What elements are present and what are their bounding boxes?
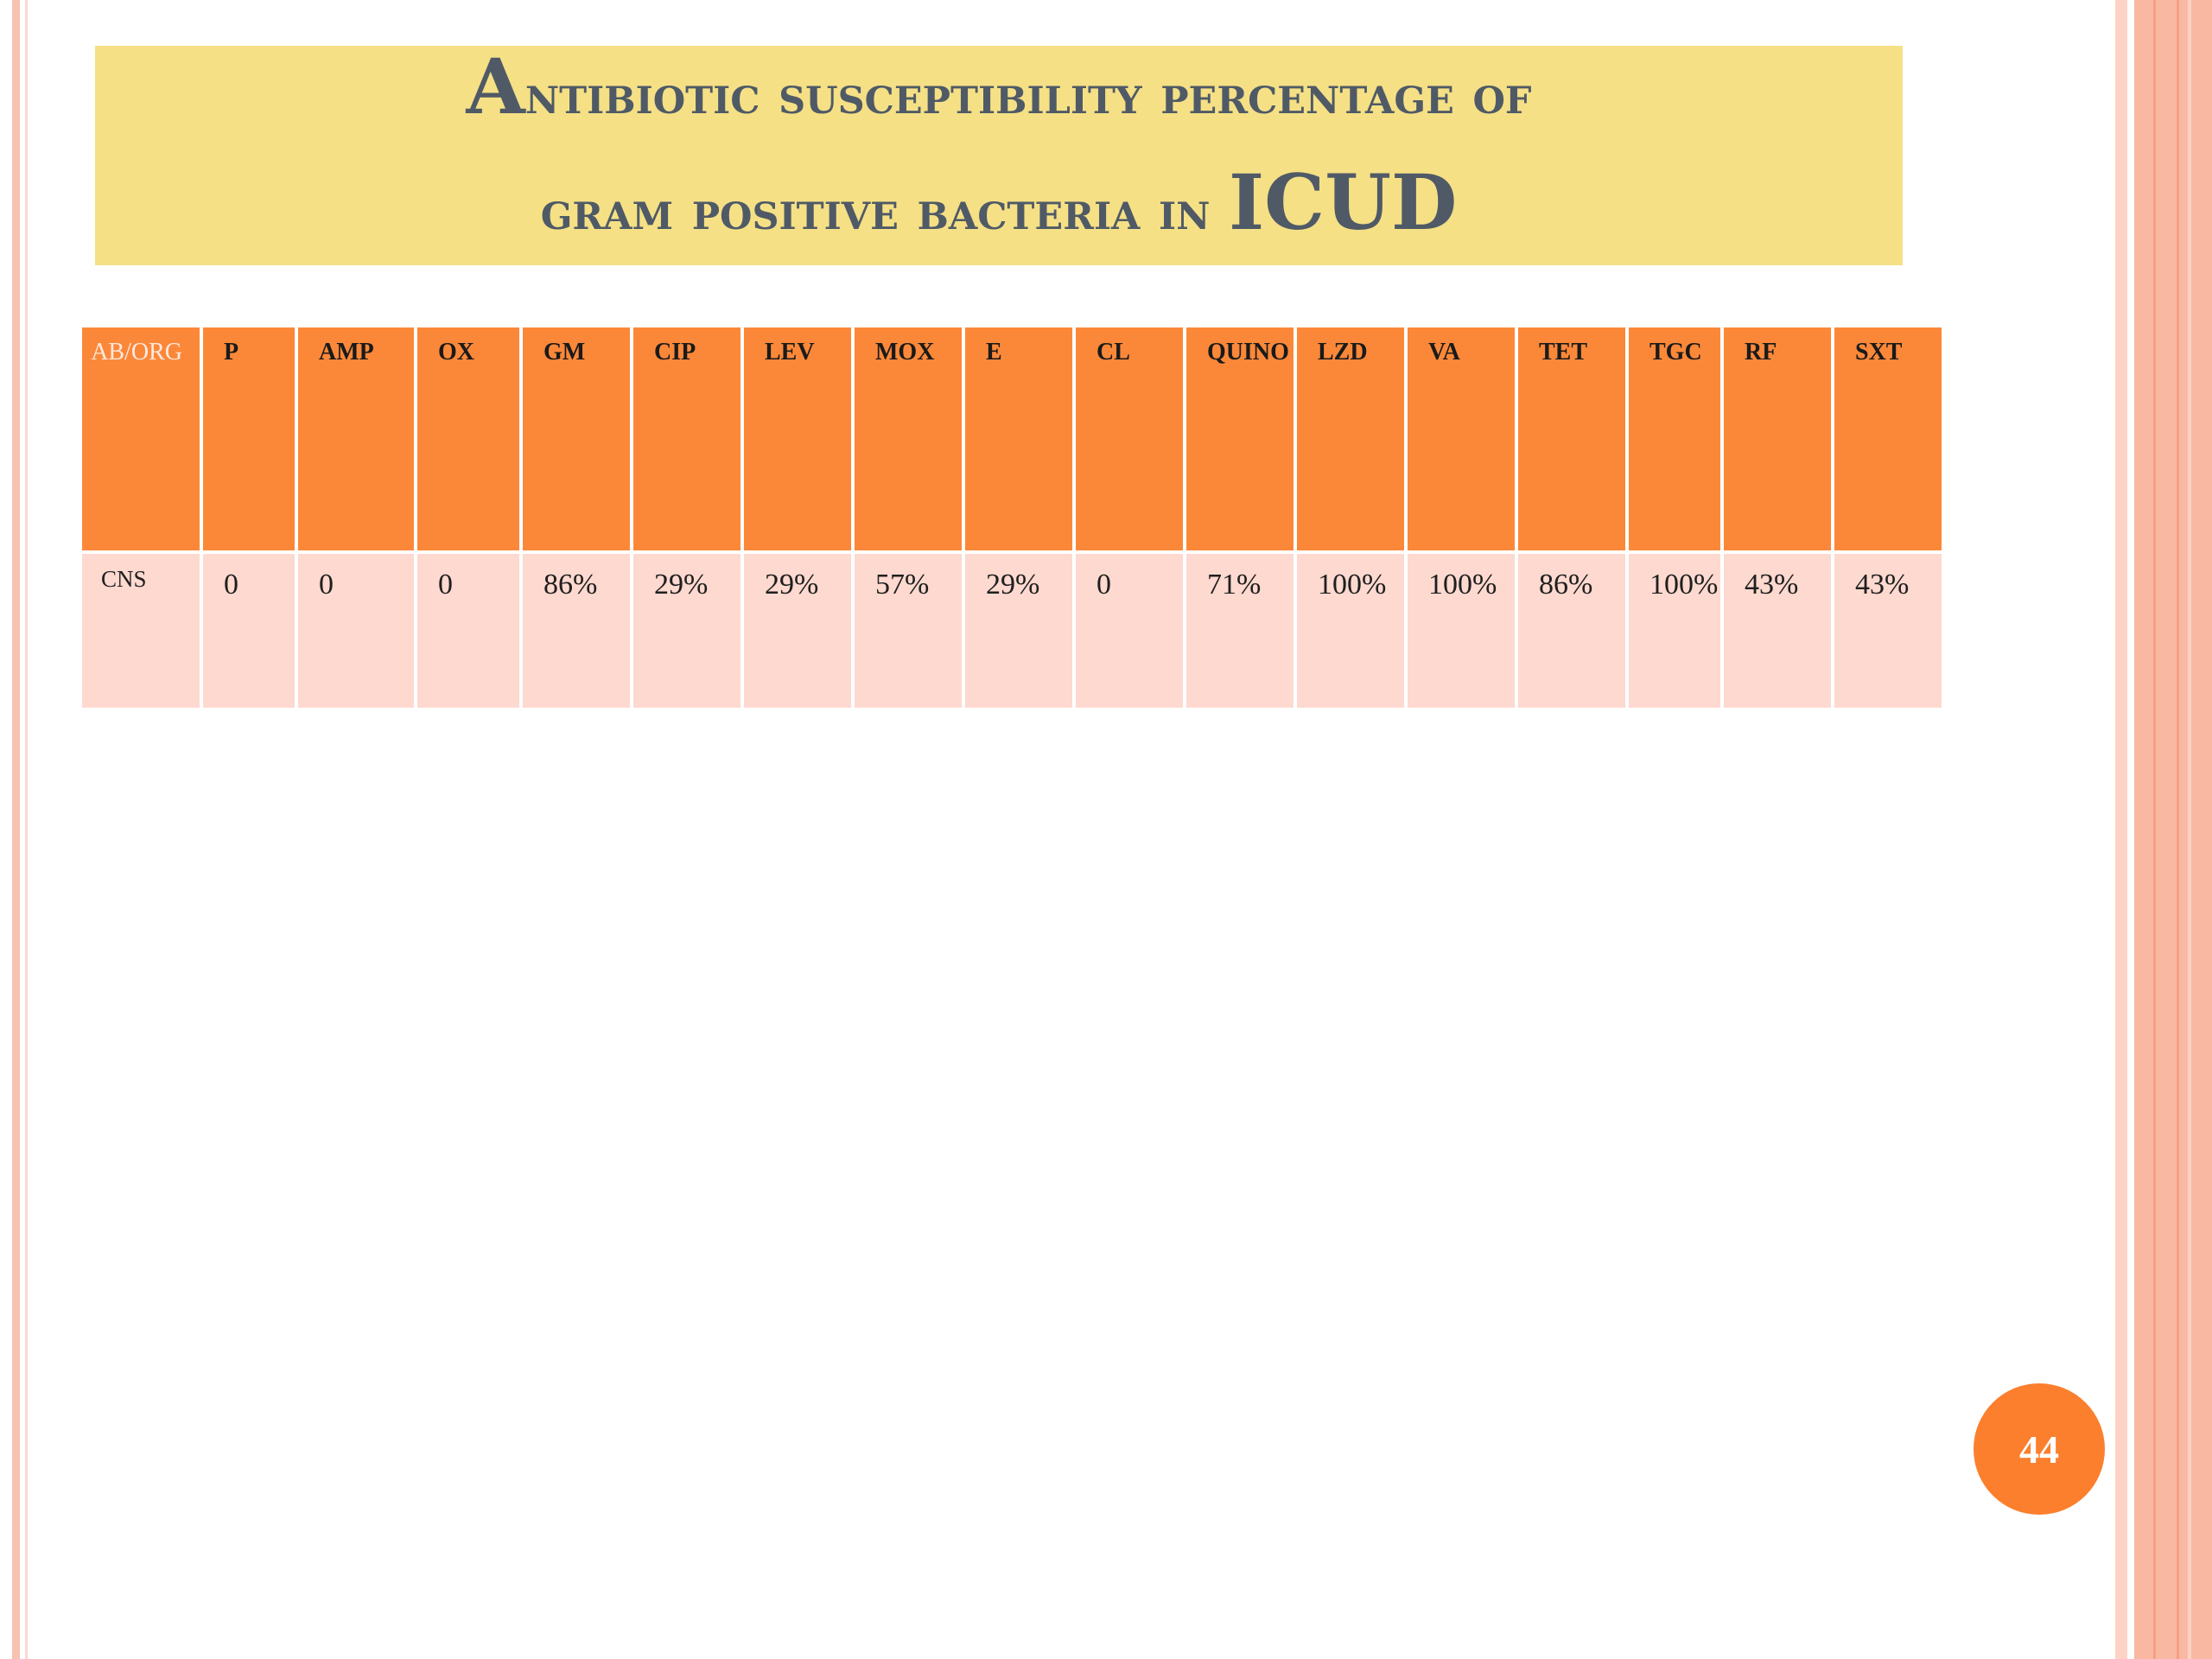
value-cell: 86% xyxy=(519,550,633,711)
header-cell: AMP xyxy=(295,324,417,554)
header-cell: SXT xyxy=(1831,324,1945,554)
header-cell: MOX xyxy=(851,324,965,554)
header-cell: LEV xyxy=(741,324,855,554)
header-cell: VA xyxy=(1404,324,1518,554)
value-cell: 29% xyxy=(630,550,744,711)
header-cell: P xyxy=(200,324,298,554)
left-border-thin xyxy=(25,0,28,1659)
right-border-outer xyxy=(2134,0,2212,1659)
header-cell: QUINO xyxy=(1183,324,1297,554)
header-cell: E xyxy=(962,324,1076,554)
value-cell: 29% xyxy=(962,550,1076,711)
organism-cell: CNS xyxy=(79,550,203,711)
title-text: gram positive bacteria in xyxy=(540,179,1230,242)
slide-title-line-1: Antibiotic susceptibility percentage of xyxy=(467,40,1532,156)
header-corner: AB/ORG xyxy=(79,324,203,554)
title-acronym: ICUD xyxy=(1229,157,1458,247)
header-cell: TGC xyxy=(1625,324,1724,554)
value-cell: 0 xyxy=(414,550,523,711)
header-cell: CL xyxy=(1072,324,1186,554)
value-cell: 0 xyxy=(295,550,417,711)
header-cell: GM xyxy=(519,324,633,554)
page-number-badge: 44 xyxy=(1974,1383,2105,1515)
title-text: ntibiotic susceptibility percentage of xyxy=(524,63,1532,126)
value-cell: 100% xyxy=(1404,550,1518,711)
right-border-inner xyxy=(2115,0,2127,1659)
title-initial: A xyxy=(466,41,525,131)
value-cell: 43% xyxy=(1831,550,1945,711)
value-cell: 57% xyxy=(851,550,965,711)
right-border-line xyxy=(2177,0,2179,1659)
header-cell: TET xyxy=(1515,324,1629,554)
value-cell: 0 xyxy=(200,550,298,711)
header-cell: RF xyxy=(1720,324,1834,554)
value-cell: 71% xyxy=(1183,550,1297,711)
value-cell: 100% xyxy=(1625,550,1724,711)
value-cell: 29% xyxy=(741,550,855,711)
slide-title-line-2: gram positive bacteria in ICUD xyxy=(541,156,1458,271)
value-cell: 0 xyxy=(1072,550,1186,711)
value-cell: 86% xyxy=(1515,550,1629,711)
header-cell: LZD xyxy=(1294,324,1408,554)
header-cell: OX xyxy=(414,324,523,554)
value-cell: 43% xyxy=(1720,550,1834,711)
left-border xyxy=(12,0,20,1659)
right-border-line xyxy=(2153,0,2156,1659)
slide-title-box: Antibiotic susceptibility percentage of … xyxy=(95,41,1903,265)
header-cell: CIP xyxy=(630,324,744,554)
right-border-line xyxy=(2188,0,2191,1659)
table-row: CNS 0 0 0 86% 29% 29% 57% 29% 0 71% 100%… xyxy=(79,550,1945,711)
table-header-row: AB/ORG P AMP OX GM CIP LEV MOX E CL QUIN… xyxy=(79,324,1945,554)
susceptibility-table: AB/ORG P AMP OX GM CIP LEV MOX E CL QUIN… xyxy=(79,324,1945,711)
value-cell: 100% xyxy=(1294,550,1408,711)
